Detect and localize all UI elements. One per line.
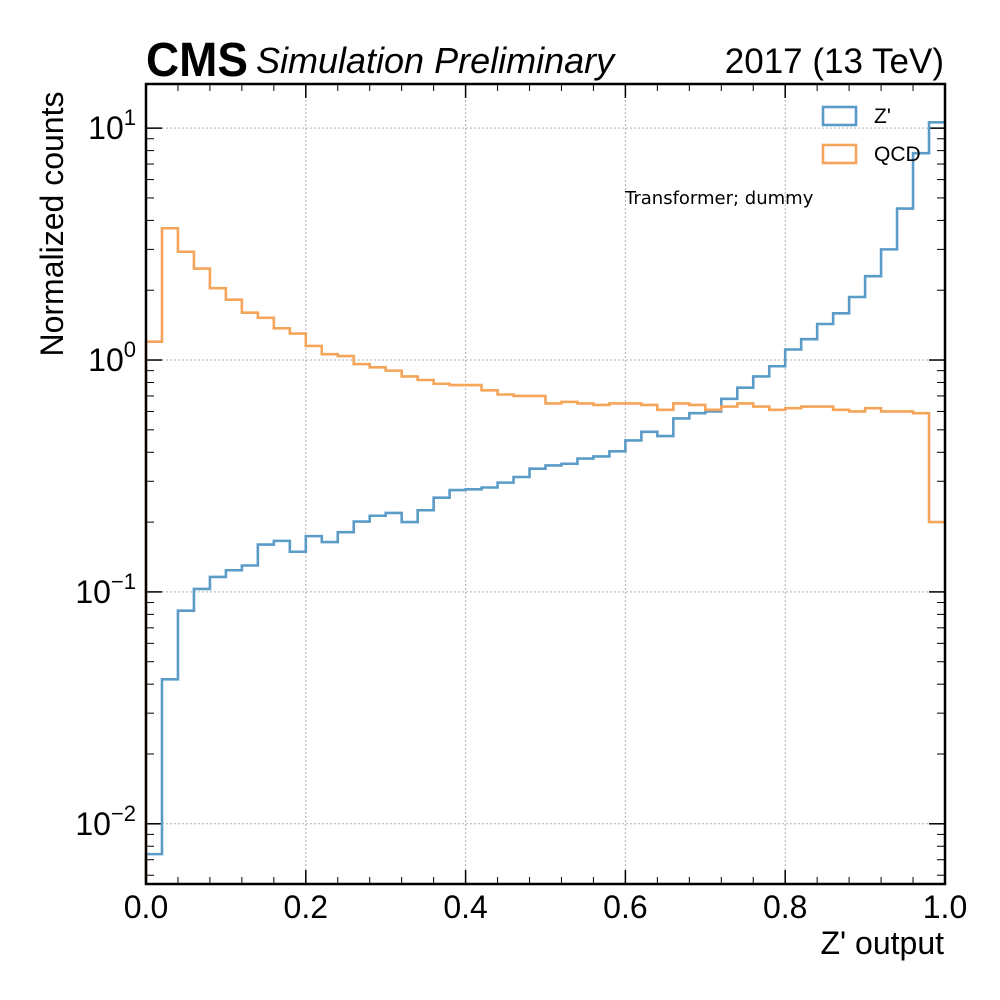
legend-swatch xyxy=(821,143,858,165)
status-label: Simulation Preliminary xyxy=(256,40,616,81)
y-axis-label: Normalized counts xyxy=(34,92,70,357)
x-tick-label: 1.0 xyxy=(923,889,967,925)
legend: Z' QCD xyxy=(821,105,921,166)
y-tick-label: 10−1 xyxy=(75,569,136,610)
plot-frame xyxy=(144,82,947,886)
x-tick-label: 0.0 xyxy=(124,889,168,925)
y-tick-label: 100 xyxy=(88,337,136,378)
model-annotation: Transformer; dummy xyxy=(624,188,814,209)
legend-label: Z' xyxy=(874,105,891,128)
x-tick-label: 0.6 xyxy=(603,889,647,925)
ticks-layer: 0.0 0.2 0.4 0.6 0.8 1.0 10−2 10−1 100 101 xyxy=(75,84,967,925)
experiment-label: CMS xyxy=(146,34,248,87)
histogram-series-qcd xyxy=(144,226,945,884)
x-tick-label: 0.2 xyxy=(284,889,328,925)
x-tick-label: 0.8 xyxy=(763,889,807,925)
legend-swatch xyxy=(821,105,858,127)
lumi-label: 2017 (13 TeV) xyxy=(725,42,944,81)
histogram-series-zprime xyxy=(144,120,945,884)
legend-label: QCD xyxy=(874,143,921,166)
x-axis-label: Z' output xyxy=(820,925,944,961)
series-layer xyxy=(144,120,945,884)
y-tick-label: 101 xyxy=(88,105,136,146)
x-tick-label: 0.4 xyxy=(443,889,487,925)
y-tick-label: 10−2 xyxy=(75,801,136,842)
